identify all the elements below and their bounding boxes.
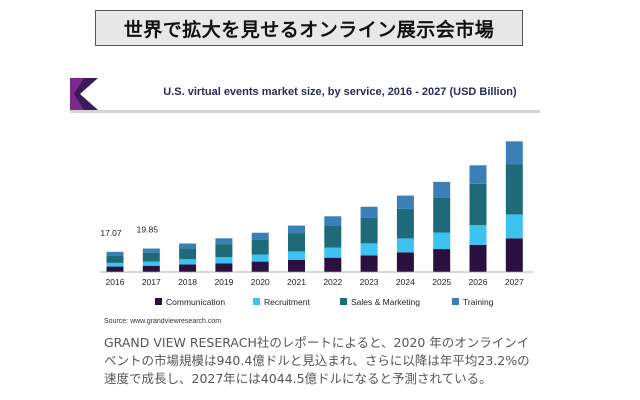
bar-communication (396, 252, 414, 272)
x-tick-label: 2023 (360, 277, 379, 287)
bar-recruitment (106, 262, 124, 267)
bar-training (360, 206, 378, 218)
bar-sales-marketing (433, 197, 451, 233)
legend-swatch (452, 298, 459, 305)
bar-recruitment (324, 247, 342, 258)
x-tick-label: 2017 (142, 277, 161, 287)
page-header: 世界で拡大を見せるオンライン展示会市場 (95, 10, 523, 46)
bar-sales-marketing (469, 183, 487, 226)
bar-recruitment (505, 214, 523, 239)
bar-communication (215, 263, 233, 272)
bar-sales-marketing (179, 248, 197, 260)
bar-recruitment (142, 261, 160, 266)
data-label: 17.07 (100, 228, 122, 238)
bar-sales-marketing (324, 225, 342, 248)
bar-training (106, 251, 124, 256)
source-note: Source: www.grandviewresearch.com (104, 318, 222, 325)
bar-communication (505, 238, 523, 272)
bar-sales-marketing (106, 255, 124, 263)
bar-communication (360, 255, 378, 272)
legend-label: Training (463, 297, 494, 307)
bar-communication (469, 244, 487, 272)
bar-communication (179, 264, 197, 272)
chart: 2016 17.07 2017 19.85 2018 2019 2020 2021 2022 20… (100, 141, 533, 307)
x-tick-label: 2018 (178, 277, 197, 287)
description-line: GRAND VIEW RESERACH社のレポートによると、2020 年のオンラ… (104, 335, 530, 350)
x-tick-label: 2021 (287, 277, 306, 287)
bar-sales-marketing (251, 239, 269, 255)
x-tick-label: 2019 (214, 277, 233, 287)
x-tick-label: 2022 (323, 277, 342, 287)
bar-communication (433, 249, 451, 272)
bar-sales-marketing (360, 217, 378, 244)
bar-training (142, 248, 160, 253)
description: GRAND VIEW RESERACH社のレポートによると、2020 年のオンラ… (104, 334, 604, 388)
bar-sales-marketing (505, 164, 523, 215)
bar-training (215, 238, 233, 245)
bar-recruitment (396, 238, 414, 253)
bar-recruitment (469, 225, 487, 245)
bar-training (469, 165, 487, 184)
grand-view-logo-icon (70, 78, 98, 110)
x-tick-label: 2025 (432, 277, 451, 287)
bar-communication (106, 266, 124, 272)
bar-sales-marketing (396, 208, 414, 239)
chart-title: U.S. virtual events market size, by serv… (163, 86, 517, 98)
bar-training (324, 216, 342, 226)
x-tick-label: 2020 (251, 277, 270, 287)
bar-recruitment (215, 257, 233, 264)
legend-swatch (155, 298, 162, 305)
bar-communication (142, 265, 160, 272)
bar-training (288, 225, 305, 234)
legend-label: Communication (166, 297, 225, 307)
bar-sales-marketing (288, 233, 305, 252)
x-tick-label: 2016 (106, 277, 125, 287)
x-tick-label: 2024 (396, 277, 415, 287)
x-tick-label: 2027 (505, 277, 524, 287)
bar-training (179, 243, 197, 249)
bar-recruitment (251, 254, 269, 262)
x-tick-label: 2026 (469, 277, 488, 287)
bar-training (251, 232, 269, 240)
bar-recruitment (433, 232, 451, 250)
bar-recruitment (288, 251, 305, 260)
bar-training (396, 195, 414, 209)
legend-label: Recruitment (264, 297, 310, 307)
bar-communication (251, 261, 269, 272)
chart-banner: U.S. virtual events market size, by serv… (70, 78, 540, 113)
bar-sales-marketing (215, 244, 233, 258)
bar-recruitment (360, 243, 378, 256)
description-line: 速度で成長し、2027年には4044.5億ドルになると予測されている。 (104, 371, 492, 386)
description-line: ベントの市場規模は940.4億ドルと見込まれ、さらに以降は年平均23.2%の (104, 353, 530, 368)
page-title: 世界で拡大を見せるオンライン展示会市場 (123, 18, 495, 41)
bar-sales-marketing (142, 252, 160, 262)
bar-communication (324, 257, 342, 272)
bar-training (433, 181, 451, 198)
bar-recruitment (179, 259, 197, 265)
data-label: 19.85 (137, 225, 159, 235)
bar-training (505, 141, 523, 165)
legend-swatch (340, 298, 347, 305)
legend-swatch (253, 298, 260, 305)
bar-communication (288, 259, 305, 272)
legend-label: Sales & Marketing (351, 297, 420, 307)
